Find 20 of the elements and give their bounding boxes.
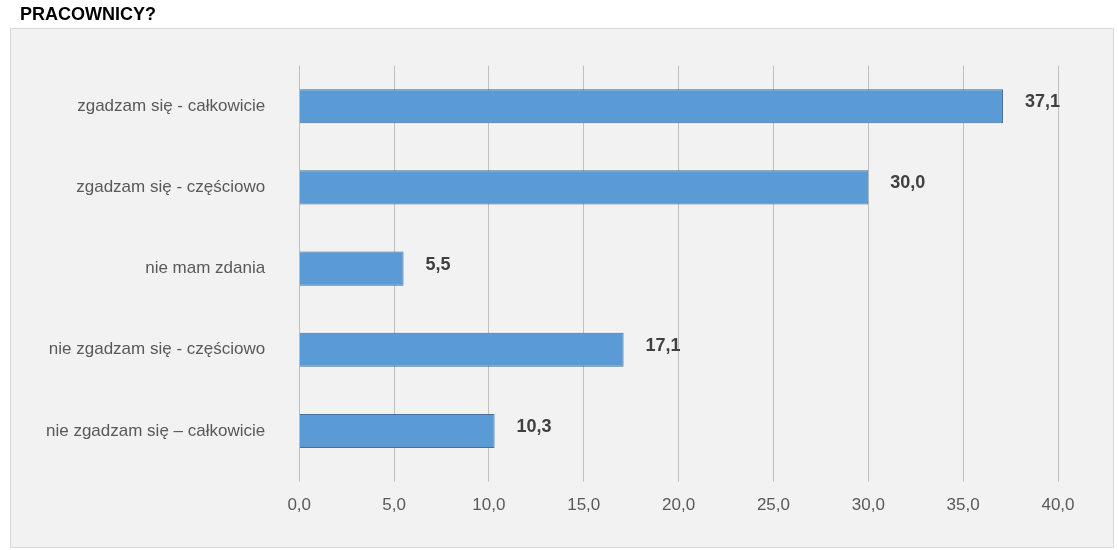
text: PRACOWNICY?: [20, 3, 156, 24]
y-tick-label: nie mam zdania: [145, 258, 266, 278]
y-tick-label: nie zgadzam się - częściowo: [48, 339, 266, 359]
data-label: 5,5: [425, 253, 451, 274]
y-tick-label: zgadzam się - częściowo: [76, 177, 266, 197]
x-tick-label: 5,0: [382, 495, 406, 515]
data-label: 10,3: [516, 415, 552, 436]
x-tick-label: 10,0: [472, 495, 506, 515]
x-tick-label: 20,0: [662, 495, 696, 515]
x-tick-label: 40,0: [1041, 495, 1075, 515]
y-tick-label: zgadzam się - całkowicie: [77, 95, 266, 115]
data-label: 17,1: [645, 334, 681, 355]
x-tick-label: 0,0: [287, 495, 312, 515]
data-label: 37,1: [1024, 91, 1061, 112]
x-tick-label: 30,0: [851, 495, 885, 515]
x-tick-label: 25,0: [756, 495, 790, 515]
x-tick-label: 15,0: [567, 495, 601, 515]
y-tick-label: nie zgadzam się – całkowicie: [46, 420, 266, 440]
x-tick-label: 35,0: [946, 495, 980, 515]
data-label: 30,0: [890, 172, 926, 193]
